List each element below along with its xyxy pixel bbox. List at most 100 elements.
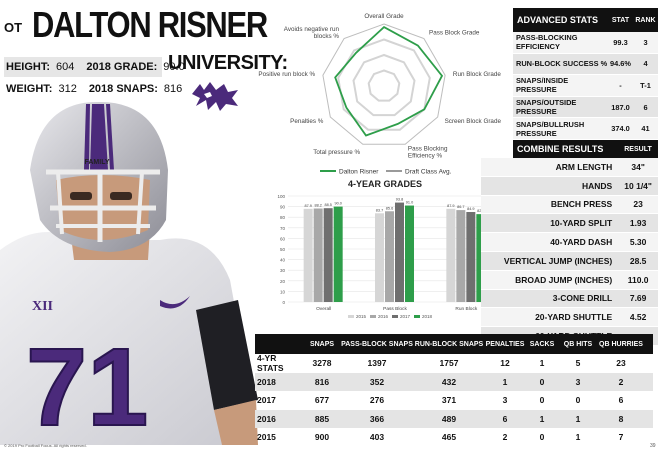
combine-result: 7.69 xyxy=(629,293,647,304)
weight-label: WEIGHT: xyxy=(6,83,53,95)
career-cell: 3 xyxy=(575,376,581,387)
radar-ring xyxy=(367,69,401,102)
rank-column: RANK xyxy=(635,16,656,24)
bar-value-label: 87.9 xyxy=(304,204,311,208)
career-header: SNAPS PASS-BLOCK SNAPS RUN-BLOCK SNAPS PENA… xyxy=(255,334,653,354)
bar-value-label: 90.0 xyxy=(334,202,341,206)
combine-result: 34" xyxy=(631,161,645,172)
y-tick-label: 20 xyxy=(280,279,286,284)
bar xyxy=(466,212,476,302)
bar xyxy=(385,211,394,302)
career-cell: 2 xyxy=(502,432,508,443)
career-column-header: SNAPS xyxy=(309,340,335,348)
y-tick-label: 60 xyxy=(280,236,286,241)
bar-marks: 87.9 88.2 88.5 90.0Overall83.785.693.891.0P… xyxy=(303,198,486,312)
grade-value: 90.0 xyxy=(163,61,185,73)
legend-label: 2016 xyxy=(378,314,389,319)
legend-swatch xyxy=(348,315,354,318)
position-label: OT xyxy=(4,20,23,35)
university-label: UNIVERSITY: xyxy=(168,52,288,74)
radar-legend: Dalton Risner Draft Class Avg. xyxy=(320,169,452,176)
career-row-label: 2015 xyxy=(257,432,276,443)
height-label: HEIGHT: xyxy=(6,61,50,73)
career-column-header: SACKS xyxy=(529,340,555,348)
bar-value-label: 91.0 xyxy=(406,201,413,205)
radar-ring xyxy=(352,53,416,117)
career-cell: 6 xyxy=(502,413,508,424)
career-cell: 816 xyxy=(314,376,330,387)
y-tick-label: 70 xyxy=(280,226,286,231)
advanced-stat-value: 94.6% xyxy=(610,59,631,69)
y-tick-label: 90 xyxy=(280,205,286,210)
page-number: 39 xyxy=(650,443,656,449)
advanced-stat-label: SNAPS/INSIDE PRESSURE xyxy=(516,76,569,95)
bar-value-label: 88.5 xyxy=(324,203,331,207)
career-cell: 276 xyxy=(369,395,385,406)
y-tick-label: 40 xyxy=(280,258,286,263)
bar xyxy=(303,208,313,302)
combine-row: 10-YARD SPLIT 1.93 xyxy=(481,214,658,234)
radar-axis-label: Positive run block % xyxy=(258,71,315,78)
career-cell: 7 xyxy=(618,432,624,443)
category-label: Run Block xyxy=(455,306,477,312)
bar xyxy=(446,208,456,302)
result-column: RESULT xyxy=(624,145,652,153)
combine-label: HANDS xyxy=(582,180,613,191)
radar-grid xyxy=(322,23,446,145)
combine-result: 10 1/4" xyxy=(624,180,652,191)
combine-label: 10-YARD SPLIT xyxy=(550,218,613,229)
radar-axis-label: Avoids negative run blocks % xyxy=(284,26,340,40)
bar-value-label: 87.9 xyxy=(447,204,454,208)
career-cell: 1757 xyxy=(439,358,459,369)
career-cell: 366 xyxy=(369,413,385,424)
career-row: 2017 677 276 371 3 0 0 6 xyxy=(255,391,653,410)
bar-value-label: 86.7 xyxy=(457,205,464,209)
bar xyxy=(375,213,384,302)
combine-row: HANDS 10 1/4" xyxy=(481,176,658,196)
bar-value-label: 93.8 xyxy=(396,198,403,202)
career-cell: 403 xyxy=(369,432,385,443)
combine-label: 3-CONE DRILL xyxy=(552,293,613,304)
advanced-stat-label: RUN-BLOCK SUCCESS % xyxy=(516,59,608,69)
copyright: © 2019 Pro Football Focus. All rights re… xyxy=(4,443,87,448)
career-cell: 885 xyxy=(314,413,330,424)
career-row: 4-YR STATS 3278 1397 1757 12 1 5 23 xyxy=(255,353,653,373)
advanced-stat-row: SNAPS/INSIDE PRESSURE - T-1 xyxy=(513,75,658,97)
advanced-stat-row: SNAPS/OUTSIDE PRESSURE 187.0 6 xyxy=(513,96,658,119)
career-cell: 12 xyxy=(500,358,510,369)
career-cell: 5 xyxy=(575,358,581,369)
legend-label: 2015 xyxy=(356,314,367,319)
radar-axis-label: Screen Block Grade xyxy=(445,118,502,125)
advanced-stat-value: 374.0 xyxy=(611,124,630,134)
combine-row: BENCH PRESS 23 xyxy=(481,195,658,215)
bar xyxy=(456,210,466,302)
advanced-stat-label: PASS-BLOCKING EFFICIENCY xyxy=(516,33,578,52)
combine-row: VERTICAL JUMP (INCHES) 28.5 xyxy=(481,251,658,271)
combine-row: ARM LENGTH 34" xyxy=(481,158,658,177)
combine-label: VERTICAL JUMP (INCHES) xyxy=(503,255,613,266)
category-label: Pass Block xyxy=(383,306,407,312)
four-year-grades-chart: 4-YEAR GRADES 0 10 20 30 40 50 60 70 80 90 100 87.… xyxy=(277,179,502,319)
career-cell: 1 xyxy=(575,413,581,424)
legend-avg: Draft Class Avg. xyxy=(405,169,452,176)
grade-label: 2018 GRADE: xyxy=(86,61,158,73)
bar-value-label: 82.9 xyxy=(477,209,484,213)
combine-title: COMBINE RESULTS xyxy=(517,144,604,154)
combine-result: 4.52 xyxy=(629,312,647,323)
legend-swatch xyxy=(414,315,420,318)
jersey-number: 71 xyxy=(26,326,148,445)
radar-ring xyxy=(322,23,446,145)
career-row: 2015 900 403 465 2 0 1 7 xyxy=(255,428,653,447)
radar-axis-label: Run Block Grade xyxy=(453,71,501,78)
helmet-text: FAMILY xyxy=(84,159,109,166)
weight-value: 312 xyxy=(58,83,77,95)
advanced-title: ADVANCED STATS xyxy=(517,15,598,25)
advanced-stat-rank: 3 xyxy=(643,37,648,47)
bar-legend: 2015 2016 2017 2018 xyxy=(348,314,433,319)
advanced-stats-header: ADVANCED STATS STAT RANK xyxy=(513,8,658,32)
advanced-stat-rank: 6 xyxy=(643,102,648,112)
advanced-stat-value: 187.0 xyxy=(611,102,630,112)
advanced-stat-row: PASS-BLOCKING EFFICIENCY 99.3 3 xyxy=(513,32,658,54)
career-row: 2016 885 366 489 6 1 1 8 xyxy=(255,409,653,428)
legend-label: 2017 xyxy=(400,314,411,319)
